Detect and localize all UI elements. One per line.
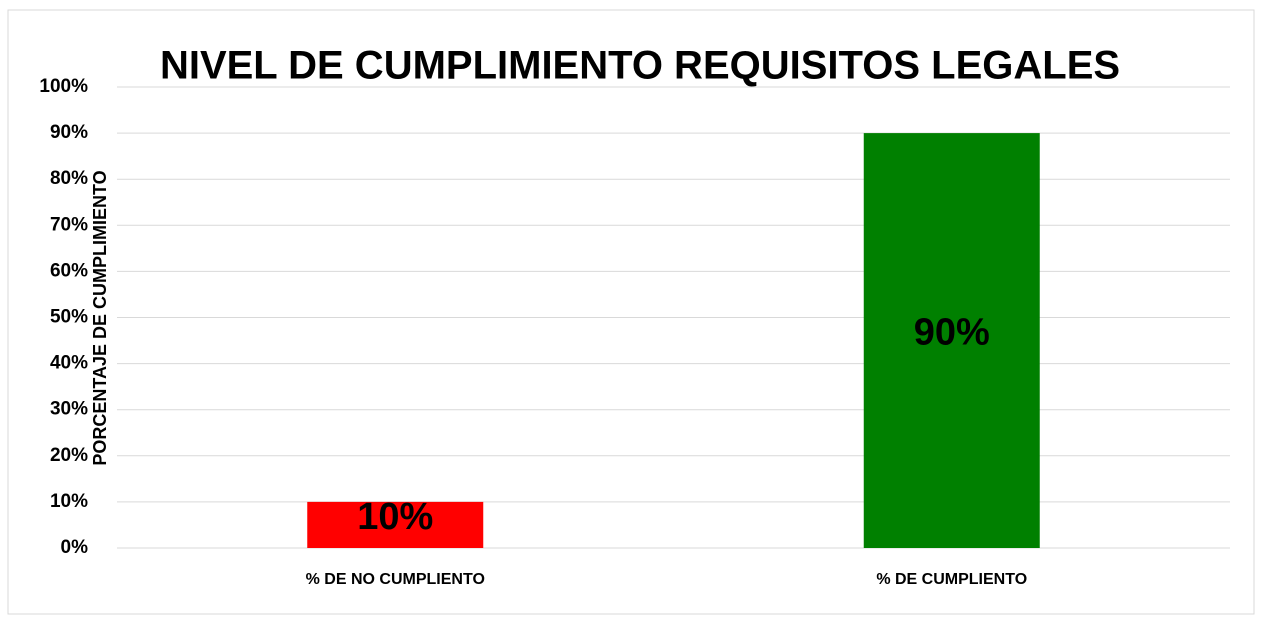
- y-tick-label: 40%: [50, 353, 88, 374]
- y-tick-label: 20%: [50, 445, 88, 466]
- x-tick-label: % DE NO CUMPLIENTO: [306, 571, 485, 588]
- data-label: 10%: [357, 496, 433, 538]
- x-tick-label: % DE CUMPLIENTO: [876, 571, 1027, 588]
- y-tick-label: 70%: [50, 214, 88, 235]
- y-tick-label: 90%: [50, 122, 88, 143]
- chart-title: NIVEL DE CUMPLIMIENTO REQUISITOS LEGALES: [160, 44, 1120, 88]
- data-label: 90%: [914, 312, 990, 354]
- y-tick-label: 0%: [61, 537, 89, 558]
- y-tick-label: 30%: [50, 399, 88, 420]
- y-tick-label: 100%: [39, 76, 88, 97]
- y-tick-label: 60%: [50, 260, 88, 281]
- y-tick-label: 80%: [50, 168, 88, 189]
- y-axis-label: PORCENTAJE DE CUMPLIMIENTO: [90, 170, 110, 465]
- y-tick-label: 10%: [50, 491, 88, 512]
- y-tick-label: 50%: [50, 307, 88, 328]
- chart-frame: [7, 9, 1255, 615]
- bar: [307, 501, 484, 548]
- bar: [863, 133, 1040, 548]
